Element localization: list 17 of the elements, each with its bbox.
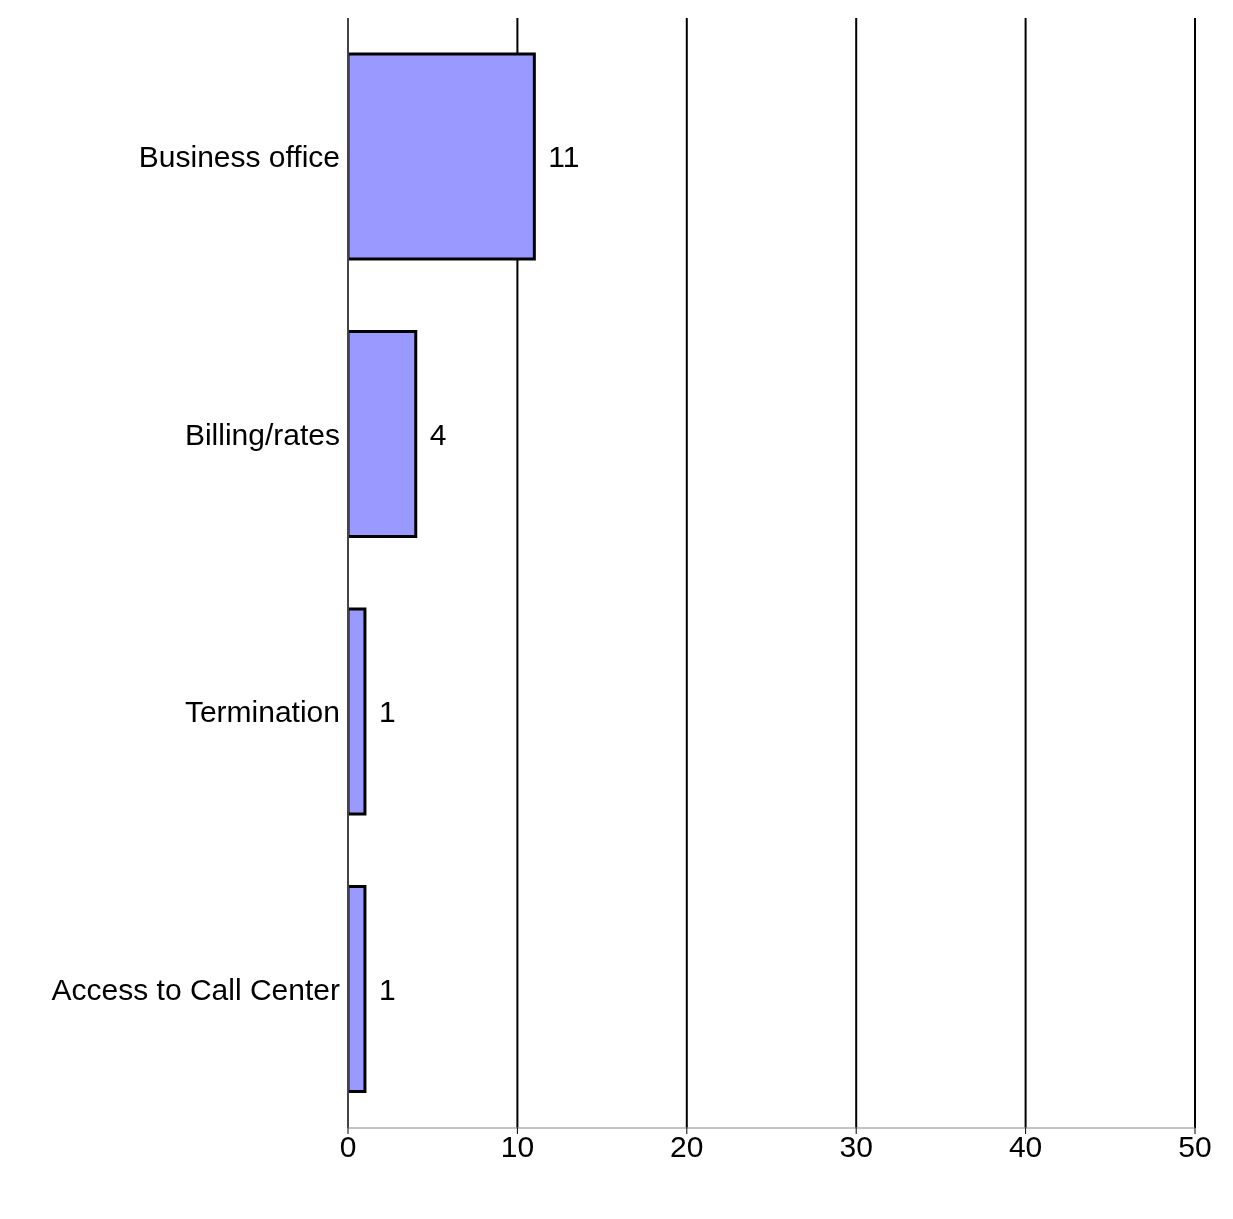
x-tick-label: 0 <box>339 1130 357 1164</box>
x-tick-label: 50 <box>1178 1130 1212 1164</box>
data-label: 1 <box>378 972 396 1006</box>
bar <box>348 885 367 1093</box>
y-tick-label: Billing/rates <box>184 417 340 451</box>
x-tick-label: 40 <box>1008 1130 1043 1164</box>
data-label: 4 <box>429 417 447 451</box>
y-tick-label: Access to Call Center <box>51 972 340 1006</box>
x-tick-label: 20 <box>670 1130 704 1164</box>
bar <box>348 607 367 816</box>
y-tick-label: Termination <box>184 695 340 729</box>
data-label: 1 <box>378 695 396 729</box>
data-label: 11 <box>548 140 580 174</box>
x-tick-label: 30 <box>839 1130 873 1164</box>
y-tick-label: Business office <box>138 140 340 174</box>
bar <box>348 330 418 538</box>
x-tick-label: 10 <box>500 1130 535 1164</box>
